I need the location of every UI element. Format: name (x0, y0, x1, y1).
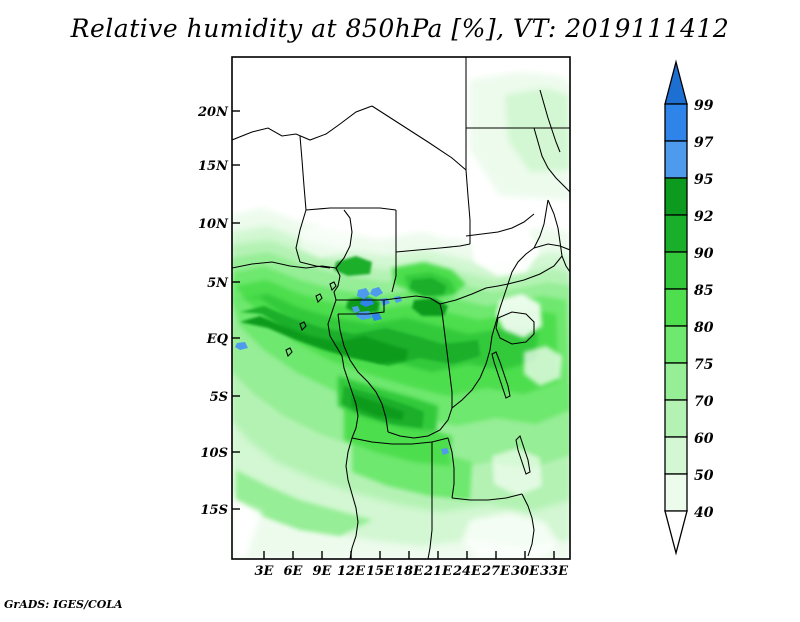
x-tick-label: 18E (395, 564, 424, 579)
colorbar-label: 60 (694, 431, 714, 447)
colorbar-band (664, 140, 688, 179)
map-outlines (232, 57, 570, 559)
x-axis-labels: 3E 6E 9E 12E 15E 18E 21E 24E 27E 30E 33E (255, 564, 570, 579)
colorbar-max-arrow (664, 59, 688, 105)
y-tick-label: 15N (198, 159, 229, 174)
y-tick-label: 15S (201, 503, 228, 518)
x-tick-label: 33E (540, 564, 569, 579)
y-tick-label: 10S (201, 446, 228, 461)
colorbar: 99 97 95 92 90 85 80 75 70 60 50 40 (664, 59, 714, 556)
x-tick-label: 24E (452, 564, 482, 579)
colorbar-band (664, 177, 688, 216)
colorbar-band (664, 251, 688, 290)
y-axis-ticks (232, 110, 240, 510)
x-tick-label: 30E (511, 564, 540, 579)
x-tick-label: 27E (481, 564, 511, 579)
grads-credit: GrADS: IGES/COLA (4, 598, 123, 611)
x-axis-ticks (263, 551, 555, 559)
y-tick-label: 20N (197, 105, 229, 120)
colorbar-min-arrow (664, 510, 688, 556)
colorbar-band (664, 473, 688, 512)
map-frame (231, 56, 571, 560)
colorbar-label: 92 (694, 209, 714, 225)
colorbar-label: 97 (694, 135, 714, 151)
y-tick-label: 5S (210, 390, 228, 405)
x-tick-label: 21E (423, 564, 453, 579)
colorbar-label: 90 (694, 246, 714, 262)
page-title: Relative humidity at 850hPa [%], VT: 201… (70, 14, 730, 43)
y-tick-label: 5N (207, 276, 229, 291)
colorbar-label: 40 (694, 505, 714, 521)
x-tick-label: 3E (255, 564, 275, 579)
colorbar-label: 75 (694, 357, 713, 373)
colorbar-label: 50 (694, 468, 714, 484)
colorbar-band (664, 436, 688, 475)
colorbar-label: 85 (694, 283, 713, 299)
x-tick-label: 9E (313, 564, 333, 579)
colorbar-band (664, 325, 688, 364)
colorbar-label: 95 (694, 172, 713, 188)
colorbar-labels: 99 97 95 92 90 85 80 75 70 60 50 40 (694, 98, 714, 521)
y-tick-label: EQ (206, 332, 229, 347)
humidity-field (232, 57, 570, 559)
colorbar-label: 70 (694, 394, 714, 410)
x-tick-label: 12E (337, 564, 366, 579)
colorbar-band (664, 362, 688, 401)
y-tick-label: 10N (198, 217, 229, 232)
colorbar-band (664, 214, 688, 253)
colorbar-label: 80 (694, 320, 714, 336)
colorbar-band (664, 288, 688, 327)
x-tick-label: 15E (366, 564, 395, 579)
x-tick-label: 6E (284, 564, 304, 579)
colorbar-label: 99 (694, 98, 714, 114)
colorbar-band (664, 103, 688, 142)
y-axis-labels: 20N 15N 10N 5N EQ 5S 10S 15S (197, 105, 229, 518)
colorbar-band (664, 399, 688, 438)
